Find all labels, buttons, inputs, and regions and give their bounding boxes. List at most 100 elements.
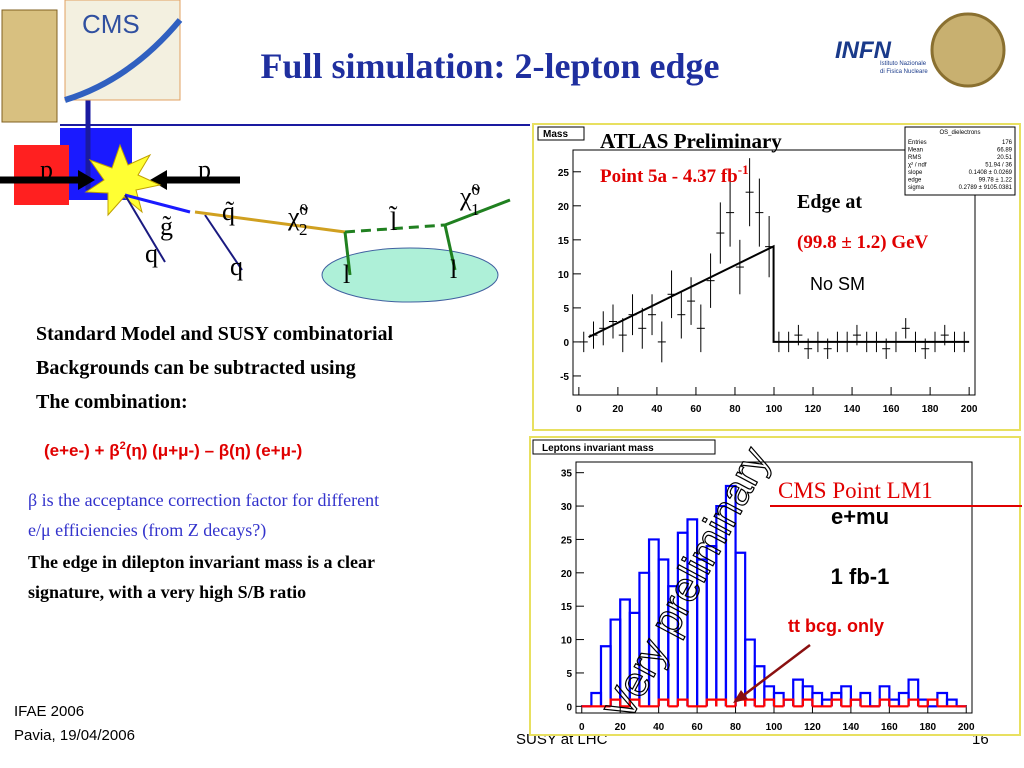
stats-label: Entries [908,140,927,146]
stats-label: Mean [908,148,923,154]
stats-value: 0.2789 ± 9105.0381 [959,185,1013,191]
text-line: The combination: [36,391,188,413]
stats-box [904,126,1016,196]
formula: (e+e-) + β2(η) (μ+μ-) – β(η) (e+μ-) [44,440,302,460]
y-tick-label: -5 [560,372,569,383]
y-tick-label: 35 [561,469,573,480]
annotation: tt bcg. only [788,616,884,636]
formula-part: (e+e-) + β [44,441,120,460]
feynman-diagram: p p g̃ q q̃ q χ̃0 2 l̃ χ̃0 1 l l [0,143,511,303]
diagram-label: q [145,239,158,268]
x-tick-label: 180 [922,404,939,415]
histogram-bin [801,698,814,707]
stats-value: 176 [1002,140,1013,146]
plot-title-box [532,439,716,455]
x-tick-label: 0 [576,404,582,415]
logo-text: CMS [82,9,140,39]
histogram-bin [849,698,862,707]
x-tick-label: 40 [653,722,665,733]
annotation: (99.8 ± 1.2) GeV [797,232,929,253]
stats-label: slope [908,170,923,176]
diagram-label: q̃ [222,197,235,226]
x-tick-label: 160 [881,722,898,733]
x-tick-label: 180 [919,722,936,733]
histogram-bin [945,698,958,707]
diagram-label: 2 [299,220,308,239]
body-text: Standard Model and SUSY combinatorial Ba… [36,323,394,413]
stats-value: 51.94 / 36 [985,163,1012,169]
x-tick-label: 0 [579,722,585,733]
y-tick-label: 5 [563,304,569,315]
histogram-bin [830,698,843,707]
y-tick-label: 15 [561,602,573,613]
y-tick-label: 5 [566,669,572,680]
x-tick-label: 200 [958,722,975,733]
diagram-label: 0 [300,200,309,219]
x-tick-label: 60 [690,404,702,415]
histogram-bin [878,698,891,707]
histogram-bin [628,698,641,707]
fit-line [588,244,970,343]
infn-logo: INFN Istituto Nazionale di Fisica Nuclea… [835,12,1006,88]
annotation: Edge at [797,191,862,213]
diagram-label: l [343,260,350,289]
stats-label: edge [908,178,922,184]
annotation: -1 [738,162,749,177]
deco-red [14,145,69,205]
diagram-label: g̃ [160,212,173,241]
histogram-bin [907,698,920,707]
y-tick-label: 0 [563,338,569,349]
conclusion: The edge in dilepton invariant mass is a… [28,552,375,572]
diagram-label: χ̃0 1 [459,180,481,219]
conclusion: signature, with a very high S/B ratio [28,582,306,602]
diagram-label: q [230,252,243,281]
histogram-bin [878,685,891,707]
histogram-bin [926,698,939,707]
x-tick-label: 20 [612,404,624,415]
x-tick-label: 80 [730,722,742,733]
stats-value: 99.78 ± 1.22 [979,178,1013,184]
formula-part: (η) (μ+μ-) – β(η) (e+μ-) [126,441,303,460]
note: e/μ efficiencies (from Z decays?) [28,520,266,541]
y-tick-label: 25 [561,535,573,546]
stats-label: RMS [908,155,921,161]
histogram-bin [657,698,670,707]
y-tick-label: 20 [561,569,573,580]
y-tick-label: 15 [558,236,570,247]
annotation: 1 fb-1 [831,564,890,589]
x-tick-label: 60 [692,722,704,733]
x-tick-label: 140 [844,404,861,415]
stats-value: 20.51 [997,155,1013,161]
histogram-bin [763,698,776,707]
x-tick-label: 120 [804,722,821,733]
annotation: Point 5a - 4.37 fb [600,166,738,187]
text-line: Standard Model and SUSY combinatorial [36,323,394,345]
diagram-label: l̃ [389,207,398,236]
stats-value: 0.1408 ± 0.0269 [969,170,1013,176]
footer-left: IFAE 2006 [14,703,84,720]
y-tick-label: 0 [566,702,572,713]
infn-text: INFN [835,37,892,64]
y-tick-label: 25 [558,168,570,179]
formula-part: 2 [120,440,126,452]
x-tick-label: 40 [651,404,663,415]
y-tick-label: 30 [561,502,573,513]
annotation: CMS Point LM1 [778,478,933,503]
y-tick-label: 20 [558,202,570,213]
stats-title: OS_dielectrons [939,130,980,136]
histogram-bin [609,698,622,707]
x-tick-label: 100 [766,404,783,415]
histogram-bin [907,678,920,707]
y-tick-label: 10 [558,270,570,281]
diagram-label: l [450,255,457,284]
histogram-bin [715,698,728,707]
footer-left: Pavia, 19/04/2006 [14,727,135,744]
diagram-label: χ̃0 2 [287,200,309,239]
plot-title: Leptons invariant mass [542,443,654,454]
diagram-label: p [40,155,53,184]
slide-title: Full simulation: 2-lepton edge [260,46,719,86]
x-tick-label: 160 [883,404,900,415]
x-tick-label: 200 [961,404,978,415]
diagram-label: p [198,155,211,184]
arrow [739,644,811,699]
